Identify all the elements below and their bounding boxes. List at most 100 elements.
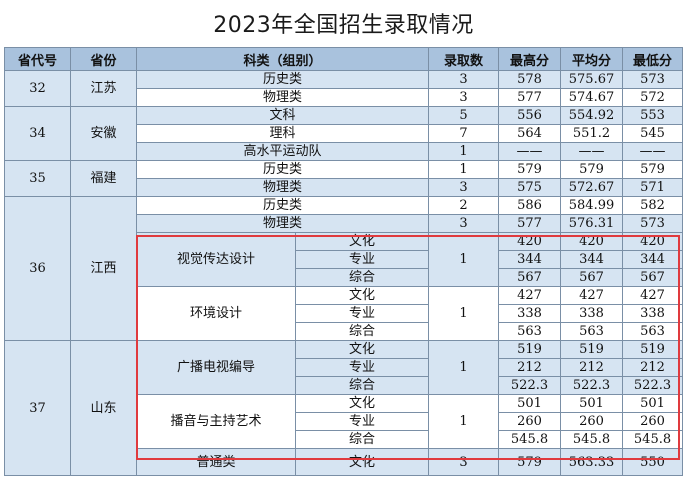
min-cell: 212	[622, 358, 684, 377]
table-row: 35 福建 历史类 1 579 579 579	[4, 160, 684, 197]
min-cell: 260	[622, 412, 684, 431]
max-cell: 579	[498, 160, 562, 179]
table-row: 物理类 3 575 572.67 571	[5, 178, 684, 197]
admission-table: 省代号 省份 科类（组别） 录取数 最高分 平均分 最低分 32 江苏 历史类 …	[4, 47, 684, 476]
min-cell: 563	[622, 322, 684, 341]
art-major-cell: 环境设计	[136, 286, 296, 341]
table-row: 综合 545.8 545.8 545.8	[5, 430, 684, 449]
table-row: 37 山东 广播电视编导 文化 1 519 519 519	[4, 340, 684, 476]
category-cell: 历史类	[135, 70, 430, 89]
max-cell: 586	[498, 196, 562, 215]
sub-category-cell: 专业	[294, 358, 430, 377]
avg-cell: 572.67	[560, 178, 624, 197]
min-cell: 553	[622, 106, 684, 125]
count-cell: 3	[428, 448, 500, 476]
header-count: 录取数	[428, 47, 500, 71]
province-name: 山东	[70, 340, 137, 476]
sub-category-cell: 专业	[294, 412, 430, 431]
min-cell: 338	[622, 304, 684, 323]
table-row: 36 江西 历史类 2 586 584.99 582	[4, 196, 684, 341]
sub-category-cell: 文化	[294, 232, 430, 251]
table-row: 物理类 3 577 574.67 572	[5, 88, 684, 107]
min-cell: 573	[622, 214, 684, 233]
table-row: 视觉传达设计 文化 1 420 420 420	[5, 232, 684, 287]
avg-cell: 567	[560, 268, 624, 287]
table-row: 播音与主持艺术 文化 1 501 501 501	[5, 394, 684, 449]
category-cell: 普通类	[136, 448, 296, 476]
min-cell: 519	[622, 340, 684, 359]
province-name: 福建	[70, 160, 137, 197]
province-code: 37	[4, 340, 71, 476]
table-row: 32 江苏 历史类 3 578 575.67 573	[4, 70, 684, 107]
sub-category-cell: 综合	[294, 322, 430, 341]
count-cell: 1	[428, 232, 500, 287]
art-major-cell: 广播电视编导	[136, 340, 296, 395]
avg-cell: 551.2	[560, 124, 624, 143]
max-cell: ——	[498, 142, 562, 161]
avg-cell: 344	[560, 250, 624, 269]
max-cell: 344	[498, 250, 562, 269]
avg-cell: 574.67	[560, 88, 624, 107]
min-cell: 427	[622, 286, 684, 305]
avg-cell: 576.31	[560, 214, 624, 233]
avg-cell: 427	[560, 286, 624, 305]
avg-cell: ——	[560, 142, 624, 161]
province-name: 安徽	[70, 106, 137, 161]
avg-cell: 338	[560, 304, 624, 323]
avg-cell: 519	[560, 340, 624, 359]
min-cell: 545	[622, 124, 684, 143]
category-cell: 理科	[135, 124, 430, 143]
max-cell: 577	[498, 88, 562, 107]
province-code: 34	[4, 106, 71, 161]
min-cell: 550	[622, 448, 684, 476]
avg-cell: 501	[560, 394, 624, 413]
max-cell: 212	[498, 358, 562, 377]
table-row: 综合 567 567 567	[5, 268, 684, 287]
header-category: 科类（组别）	[135, 47, 430, 71]
avg-cell: 212	[560, 358, 624, 377]
province-code: 32	[4, 70, 71, 107]
min-cell: 567	[622, 268, 684, 287]
sub-category-cell: 文化	[294, 448, 430, 476]
count-cell: 3	[428, 178, 500, 197]
table-row: 综合 563 563 563	[5, 322, 684, 341]
max-cell: 567	[498, 268, 562, 287]
min-cell: 420	[622, 232, 684, 251]
min-cell: 344	[622, 250, 684, 269]
table-header-row: 省代号 省份 科类（组别） 录取数 最高分 平均分 最低分	[4, 47, 684, 71]
header-max: 最高分	[498, 47, 562, 71]
art-major-cell: 播音与主持艺术	[136, 394, 296, 449]
count-cell: 3	[428, 214, 500, 233]
category-cell: 物理类	[135, 178, 430, 197]
table-row: 专业 338 338 338	[5, 304, 684, 323]
avg-cell: 579	[560, 160, 624, 179]
avg-cell: 563	[560, 322, 624, 341]
avg-cell: 260	[560, 412, 624, 431]
max-cell: 556	[498, 106, 562, 125]
max-cell: 545.8	[498, 430, 562, 449]
category-cell: 高水平运动队	[135, 142, 430, 161]
table-row: 专业 260 260 260	[5, 412, 684, 431]
avg-cell: 522.3	[560, 376, 624, 395]
avg-cell: 575.67	[560, 70, 624, 89]
min-cell: 572	[622, 88, 684, 107]
max-cell: 427	[498, 286, 562, 305]
table-row: 物理类 3 577 576.31 573	[5, 214, 684, 233]
avg-cell: 420	[560, 232, 624, 251]
category-cell: 物理类	[135, 214, 430, 233]
count-cell: 1	[428, 394, 500, 449]
avg-cell: 563.33	[560, 448, 624, 476]
min-cell: 545.8	[622, 430, 684, 449]
art-major-cell: 视觉传达设计	[136, 232, 296, 287]
max-cell: 578	[498, 70, 562, 89]
category-cell: 历史类	[135, 160, 430, 179]
province-code: 36	[4, 196, 71, 341]
max-cell: 519	[498, 340, 562, 359]
category-cell: 历史类	[135, 196, 430, 215]
max-cell: 420	[498, 232, 562, 251]
sub-category-cell: 文化	[294, 286, 430, 305]
category-cell: 文科	[135, 106, 430, 125]
sub-category-cell: 文化	[294, 340, 430, 359]
avg-cell: 584.99	[560, 196, 624, 215]
table-row: 综合 522.3 522.3 522.3	[5, 376, 684, 395]
